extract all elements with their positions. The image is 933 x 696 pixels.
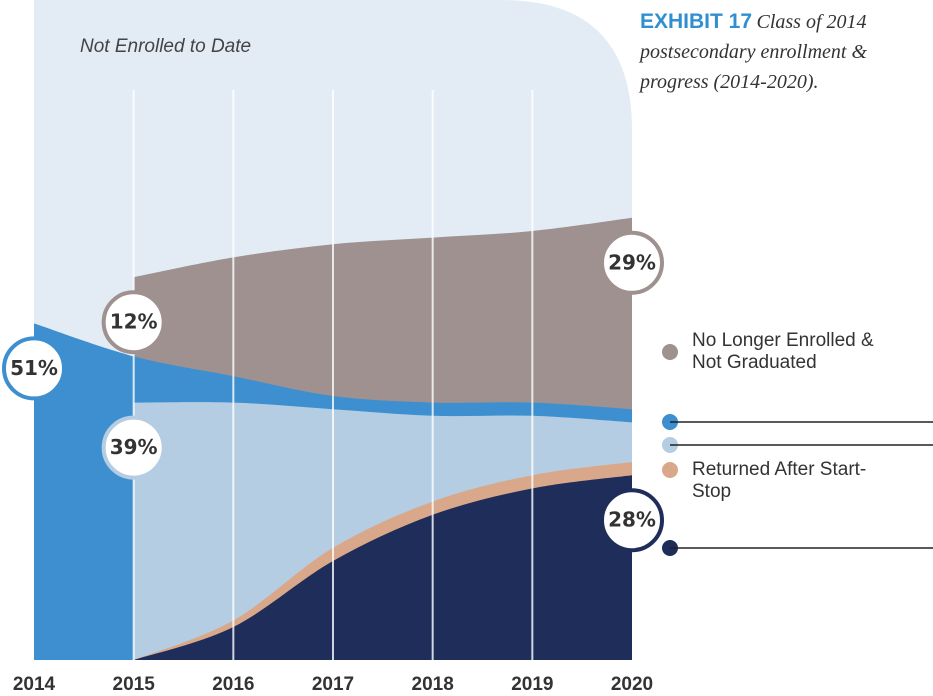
legend-marker [662, 344, 678, 360]
x-tick-label: 2015 [113, 674, 156, 695]
callout-circle [600, 230, 664, 295]
background-label: Not Enrolled to Date [80, 36, 252, 57]
callout-circle [101, 415, 166, 480]
data-label: 29% [608, 250, 656, 274]
x-tick-label: 2016 [212, 674, 254, 695]
data-label: 28% [608, 508, 656, 532]
legend-marker [662, 462, 678, 478]
x-tick-label: 2020 [611, 674, 653, 695]
callout-circle [600, 488, 664, 553]
x-tick-label: 2014 [13, 674, 56, 695]
header: EXHIBIT 17 Class of 2014 postsecondary e… [640, 8, 930, 98]
data-label: 39% [110, 435, 158, 459]
data-label: 12% [110, 310, 158, 334]
x-tick-label: 2019 [511, 674, 553, 695]
legend-label: Returned After Start-Stop [692, 459, 867, 502]
chart-subtitle: Class of 2014 postsecondary enrollment &… [640, 11, 868, 93]
callout-circle [101, 290, 166, 355]
area [133, 475, 632, 660]
x-tick-label: 2017 [312, 674, 354, 695]
data-label: 51% [10, 356, 58, 380]
callout-circle [2, 336, 66, 401]
x-tick-label: 2018 [412, 674, 454, 695]
chart-title: EXHIBIT 17 [640, 10, 753, 33]
legend-label: No Longer Enrolled & Not Graduated [692, 330, 874, 373]
